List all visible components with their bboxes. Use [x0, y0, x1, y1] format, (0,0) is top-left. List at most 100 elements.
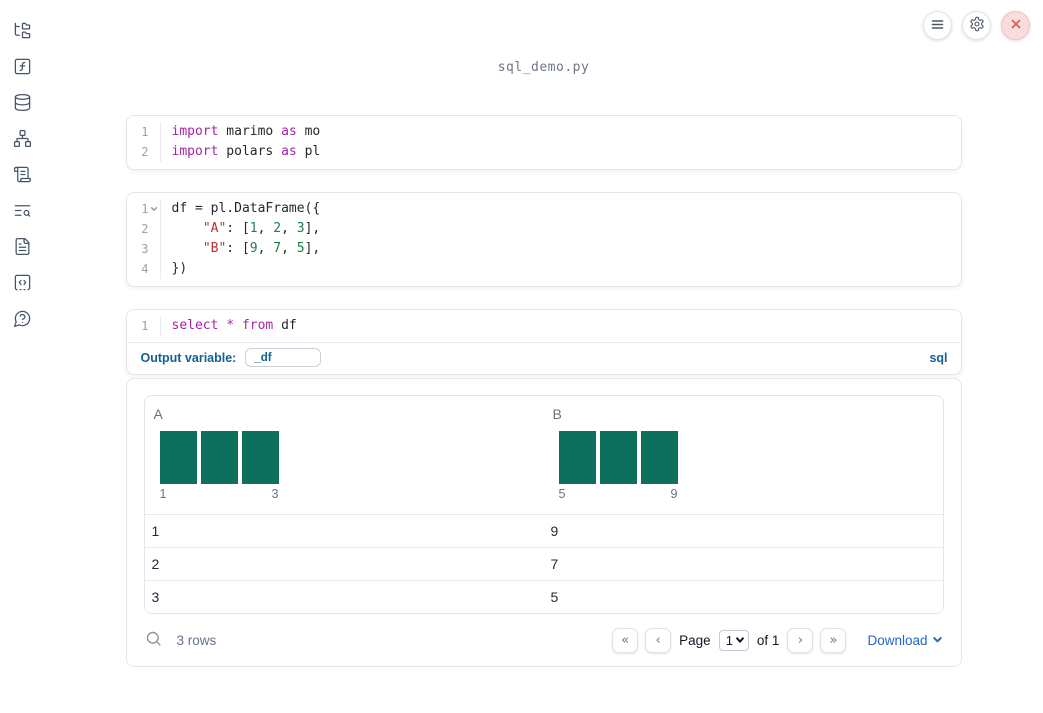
sql-output-panel: A 1 3 B [125, 378, 962, 667]
page-total: of 1 [756, 632, 780, 648]
first-page-button[interactable]: « [612, 627, 639, 653]
next-page-button[interactable]: › [787, 627, 814, 653]
code-line[interactable]: 1 df = pl.DataFrame({ [127, 199, 961, 219]
histogram-axis: 5 9 [559, 487, 678, 501]
histogram-bar [599, 431, 637, 484]
output-variable-input[interactable] [245, 348, 322, 367]
notebook-area: sql_demo.py 1 import marimo as mo 2 impo… [44, 0, 1043, 667]
text-search-icon [13, 201, 32, 223]
line-number-gutter: 3 [127, 239, 161, 259]
code-line[interactable]: 1 import marimo as mo [127, 122, 961, 142]
line-number: 1 [141, 125, 149, 139]
line-number: 1 [141, 319, 149, 333]
gear-icon [969, 16, 985, 35]
line-number: 2 [141, 222, 149, 236]
close-x-icon [1010, 18, 1022, 33]
column-name[interactable]: A [153, 406, 163, 422]
cell-value[interactable]: 5 [550, 589, 559, 605]
sidebar [0, 0, 44, 713]
line-number: 4 [141, 262, 149, 276]
code-line[interactable]: 4 }) [127, 259, 961, 279]
cell-value[interactable]: 9 [550, 523, 559, 539]
sql-cell-footer: Output variable: sql [127, 343, 961, 374]
code-line[interactable]: 2 import polars as pl [127, 142, 961, 162]
notebook-menu-button[interactable] [923, 11, 952, 40]
settings-button[interactable] [962, 11, 991, 40]
sidebar-item-help[interactable] [0, 302, 44, 338]
download-button[interactable]: Download [867, 633, 942, 648]
column-name[interactable]: B [552, 406, 562, 422]
chevron-right-icon: › [797, 632, 804, 648]
table-search-button[interactable] [145, 630, 162, 650]
histogram-bar [558, 431, 596, 484]
prev-page-button[interactable]: ‹ [645, 627, 672, 653]
code-line[interactable]: 3 "B": [9, 7, 5], [127, 239, 961, 259]
database-icon [13, 93, 32, 115]
file-tree-icon [13, 21, 32, 43]
code-cell-imports[interactable]: 1 import marimo as mo 2 import polars as… [125, 115, 962, 170]
sidebar-item-datasources[interactable] [0, 86, 44, 122]
notebook-filename: sql_demo.py [497, 60, 590, 75]
line-number-gutter: 1 [127, 199, 161, 219]
document-icon [13, 237, 32, 259]
page-select[interactable]: 1 [718, 629, 749, 651]
code-text[interactable]: import marimo as mo [171, 124, 321, 139]
column-header-a[interactable]: A 1 3 [145, 396, 544, 514]
chevron-down-icon [932, 633, 943, 648]
code-line[interactable]: 1 select * from df [127, 316, 961, 336]
line-number: 1 [141, 202, 149, 216]
sql-cell[interactable]: 1 select * from df Output variable: sql [125, 309, 962, 375]
sidebar-item-dependencies[interactable] [0, 122, 44, 158]
cell-value[interactable]: 3 [151, 589, 160, 605]
table-row[interactable]: 2 7 [144, 547, 943, 580]
last-page-button[interactable]: » [820, 627, 847, 653]
dependency-graph-icon [13, 129, 32, 151]
sidebar-item-logs[interactable] [0, 158, 44, 194]
column-histogram [159, 431, 279, 484]
output-variable-label: Output variable: [140, 350, 237, 365]
line-number: 2 [141, 145, 149, 159]
table-footer: 3 rows « ‹ Page 1 of 1 › » Download [144, 614, 944, 666]
help-question-icon [13, 309, 32, 331]
code-text[interactable]: import polars as pl [171, 144, 321, 159]
topbar-actions [923, 11, 1030, 40]
line-number-gutter: 2 [127, 219, 161, 239]
code-text[interactable]: "B": [9, 7, 5], [202, 241, 321, 256]
sidebar-item-tracebacks[interactable] [0, 194, 44, 230]
line-number-gutter: 2 [127, 142, 161, 162]
fold-chevron-icon[interactable] [149, 199, 160, 219]
table-row[interactable]: 1 9 [144, 514, 943, 547]
column-histogram [558, 431, 678, 484]
sidebar-item-documentation[interactable] [0, 230, 44, 266]
code-text[interactable]: select * from df [171, 318, 297, 333]
page-label: Page [679, 632, 711, 648]
cell-value[interactable]: 2 [151, 556, 160, 572]
shutdown-button[interactable] [1001, 11, 1030, 40]
axis-max-label: 9 [670, 487, 678, 501]
code-line[interactable]: 2 "A": [1, 2, 3], [127, 219, 961, 239]
sidebar-item-explorer[interactable] [0, 14, 44, 50]
column-header-b[interactable]: B 5 9 [544, 396, 943, 514]
histogram-bar [159, 431, 197, 484]
line-number-gutter: 1 [127, 122, 161, 142]
function-square-icon [13, 57, 32, 79]
code-text[interactable]: }) [171, 261, 188, 276]
table-header-row: A 1 3 B [145, 396, 943, 514]
histogram-axis: 1 3 [160, 487, 279, 501]
code-text[interactable]: df = pl.DataFrame({ [171, 201, 321, 216]
hamburger-menu-icon [930, 17, 945, 35]
cell-value[interactable]: 1 [151, 523, 160, 539]
line-number: 3 [141, 242, 149, 256]
dataframe-table: A 1 3 B [143, 395, 944, 614]
cell-value[interactable]: 7 [550, 556, 559, 572]
code-text[interactable]: "A": [1, 2, 3], [202, 221, 321, 236]
chevrons-right-icon: » [829, 632, 838, 648]
sidebar-item-variables[interactable] [0, 50, 44, 86]
code-cell-dataframe[interactable]: 1 df = pl.DataFrame({ 2 "A": [1, 2, 3], … [125, 192, 962, 287]
axis-min-label: 1 [159, 487, 167, 501]
sidebar-item-snippets[interactable] [0, 266, 44, 302]
line-number-gutter: 4 [127, 259, 161, 279]
histogram-bar [640, 431, 678, 484]
table-row[interactable]: 3 5 [144, 580, 943, 613]
histogram-bar [241, 431, 279, 484]
